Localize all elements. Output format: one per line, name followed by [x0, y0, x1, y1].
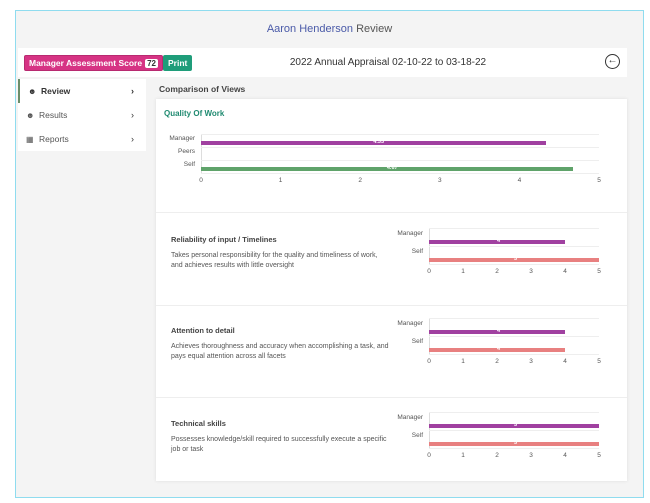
- bar-self: 4.67: [201, 165, 573, 171]
- axis-line: [201, 134, 202, 173]
- sidebar-item-review[interactable]: ☻ Review ›: [18, 79, 146, 103]
- bar-self: 5: [429, 256, 599, 262]
- category-label: Self: [411, 432, 423, 439]
- tick-label: 4: [517, 177, 522, 184]
- gridline: [429, 246, 599, 247]
- tick-label: 5: [597, 268, 601, 275]
- users-icon: ☻: [28, 86, 37, 96]
- criterion-title: Technical skills: [171, 419, 226, 428]
- section-heading: Comparison of Views: [159, 84, 246, 94]
- bar-manager: 4: [429, 238, 565, 244]
- gridline: [201, 134, 599, 135]
- tick-label: 0: [427, 452, 431, 459]
- gridline: [429, 264, 599, 265]
- criterion-title: Attention to detail: [171, 326, 235, 335]
- criterion-description: Achieves thoroughness and accuracy when …: [171, 343, 389, 360]
- data-label: 4.67: [386, 165, 398, 171]
- section-technical: Technical skills Possesses knowledge/ski…: [156, 397, 627, 481]
- criterion-title: Reliability of input / Timelines: [171, 235, 277, 244]
- gridline: [429, 448, 599, 449]
- tick-label: 5: [597, 358, 601, 365]
- tick-label: 3: [437, 177, 442, 184]
- appraisal-period: 2022 Annual Appraisal 02-10-22 to 03-18-…: [289, 57, 487, 68]
- chevron-right-icon: ›: [131, 86, 134, 96]
- sidebar-item-reports[interactable]: ▦ Reports ›: [26, 134, 134, 144]
- gridline: [201, 173, 599, 174]
- category-label: Self: [183, 161, 195, 168]
- tick-label: 2: [358, 177, 362, 184]
- data-label: 5: [514, 256, 518, 262]
- tick-label: 0: [427, 268, 431, 275]
- tick-label: 5: [597, 452, 601, 459]
- category-label: Manager: [169, 135, 195, 142]
- reliability-chart: Manager 4 Self 5 0 1 2 3 4 5: [376, 228, 616, 288]
- page-title: Aaron Henderson Review: [266, 23, 393, 35]
- tick-label: 3: [529, 452, 533, 459]
- category-label: Manager: [397, 414, 423, 421]
- quality-chart: Manager 4.33 Peers Self 4.67 0 1 2 3 4 5: [156, 134, 616, 189]
- gridline: [429, 354, 599, 355]
- tick-label: 1: [278, 177, 283, 184]
- manager-score-badge: Manager Assessment Score 72: [24, 55, 163, 71]
- data-label: 5: [514, 440, 518, 446]
- chart-title: Quality Of Work: [164, 109, 225, 118]
- tick-label: 3: [529, 268, 533, 275]
- bar-manager: 4: [429, 328, 565, 334]
- tick-label: 1: [461, 268, 465, 275]
- tick-label: 1: [461, 452, 465, 459]
- comparison-card: Quality Of Work Manager 4.33 Peers Self 4.67…: [156, 99, 627, 481]
- section-reliability: Reliability of input / Timelines Takes p…: [156, 212, 627, 304]
- gridline: [201, 160, 599, 161]
- data-label: 5: [514, 422, 518, 428]
- sidebar: ☻ Review › ☻ Results › ▦ Reports ›: [18, 79, 146, 151]
- tick-label: 3: [529, 358, 533, 365]
- print-button[interactable]: Print: [163, 55, 193, 71]
- top-bar: Manager Assessment Score 72 Print 2022 An…: [18, 48, 627, 77]
- chevron-right-icon: ›: [131, 110, 134, 120]
- table-icon: ▦: [26, 134, 34, 144]
- tick-label: 2: [495, 268, 499, 275]
- attention-chart: Manager 4 Self 4 0 1 2 3 4 5: [376, 318, 616, 378]
- bar-self: 4: [429, 346, 565, 352]
- criterion-description: Possesses knowledge/skill required to su…: [171, 436, 387, 453]
- tick-label: 4: [563, 268, 567, 275]
- bar-manager: 4.33: [201, 139, 546, 145]
- review-window: Aaron Henderson Review Manager Assessmen…: [15, 10, 644, 498]
- data-label: 4: [497, 346, 501, 352]
- tick-label: 2: [495, 358, 499, 365]
- data-label: 4: [497, 238, 501, 244]
- technical-chart: Manager 5 Self 5 0 1 2 3 4 5: [376, 412, 616, 472]
- gridline: [429, 430, 599, 431]
- tick-label: 0: [427, 358, 431, 365]
- gridline: [429, 336, 599, 337]
- category-label: Self: [411, 338, 423, 345]
- users-icon: ☻: [26, 110, 35, 120]
- gridline: [429, 318, 599, 319]
- tick-label: 0: [199, 177, 203, 184]
- criterion-description: Takes personal responsibility for the qu…: [171, 252, 378, 269]
- tick-label: 5: [597, 177, 601, 184]
- chevron-right-icon: ›: [131, 134, 134, 144]
- data-label: 4.33: [373, 139, 385, 145]
- bar-manager: 5: [429, 422, 599, 428]
- tick-label: 4: [563, 452, 567, 459]
- sidebar-item-results[interactable]: ☻ Results ›: [26, 110, 134, 120]
- gridline: [429, 412, 599, 413]
- category-label: Manager: [397, 230, 423, 237]
- section-attention: Attention to detail Achieves thoroughnes…: [156, 305, 627, 397]
- data-label: 4: [497, 328, 501, 334]
- category-label: Self: [411, 248, 423, 255]
- tick-label: 1: [461, 358, 465, 365]
- gridline: [429, 228, 599, 229]
- category-label: Manager: [397, 320, 423, 327]
- bar-self: 5: [429, 440, 599, 446]
- gridline: [201, 147, 599, 148]
- category-label: Peers: [178, 148, 195, 155]
- tick-label: 2: [495, 452, 499, 459]
- tick-label: 4: [563, 358, 567, 365]
- arrow-left-circle-icon[interactable]: ←: [605, 54, 620, 69]
